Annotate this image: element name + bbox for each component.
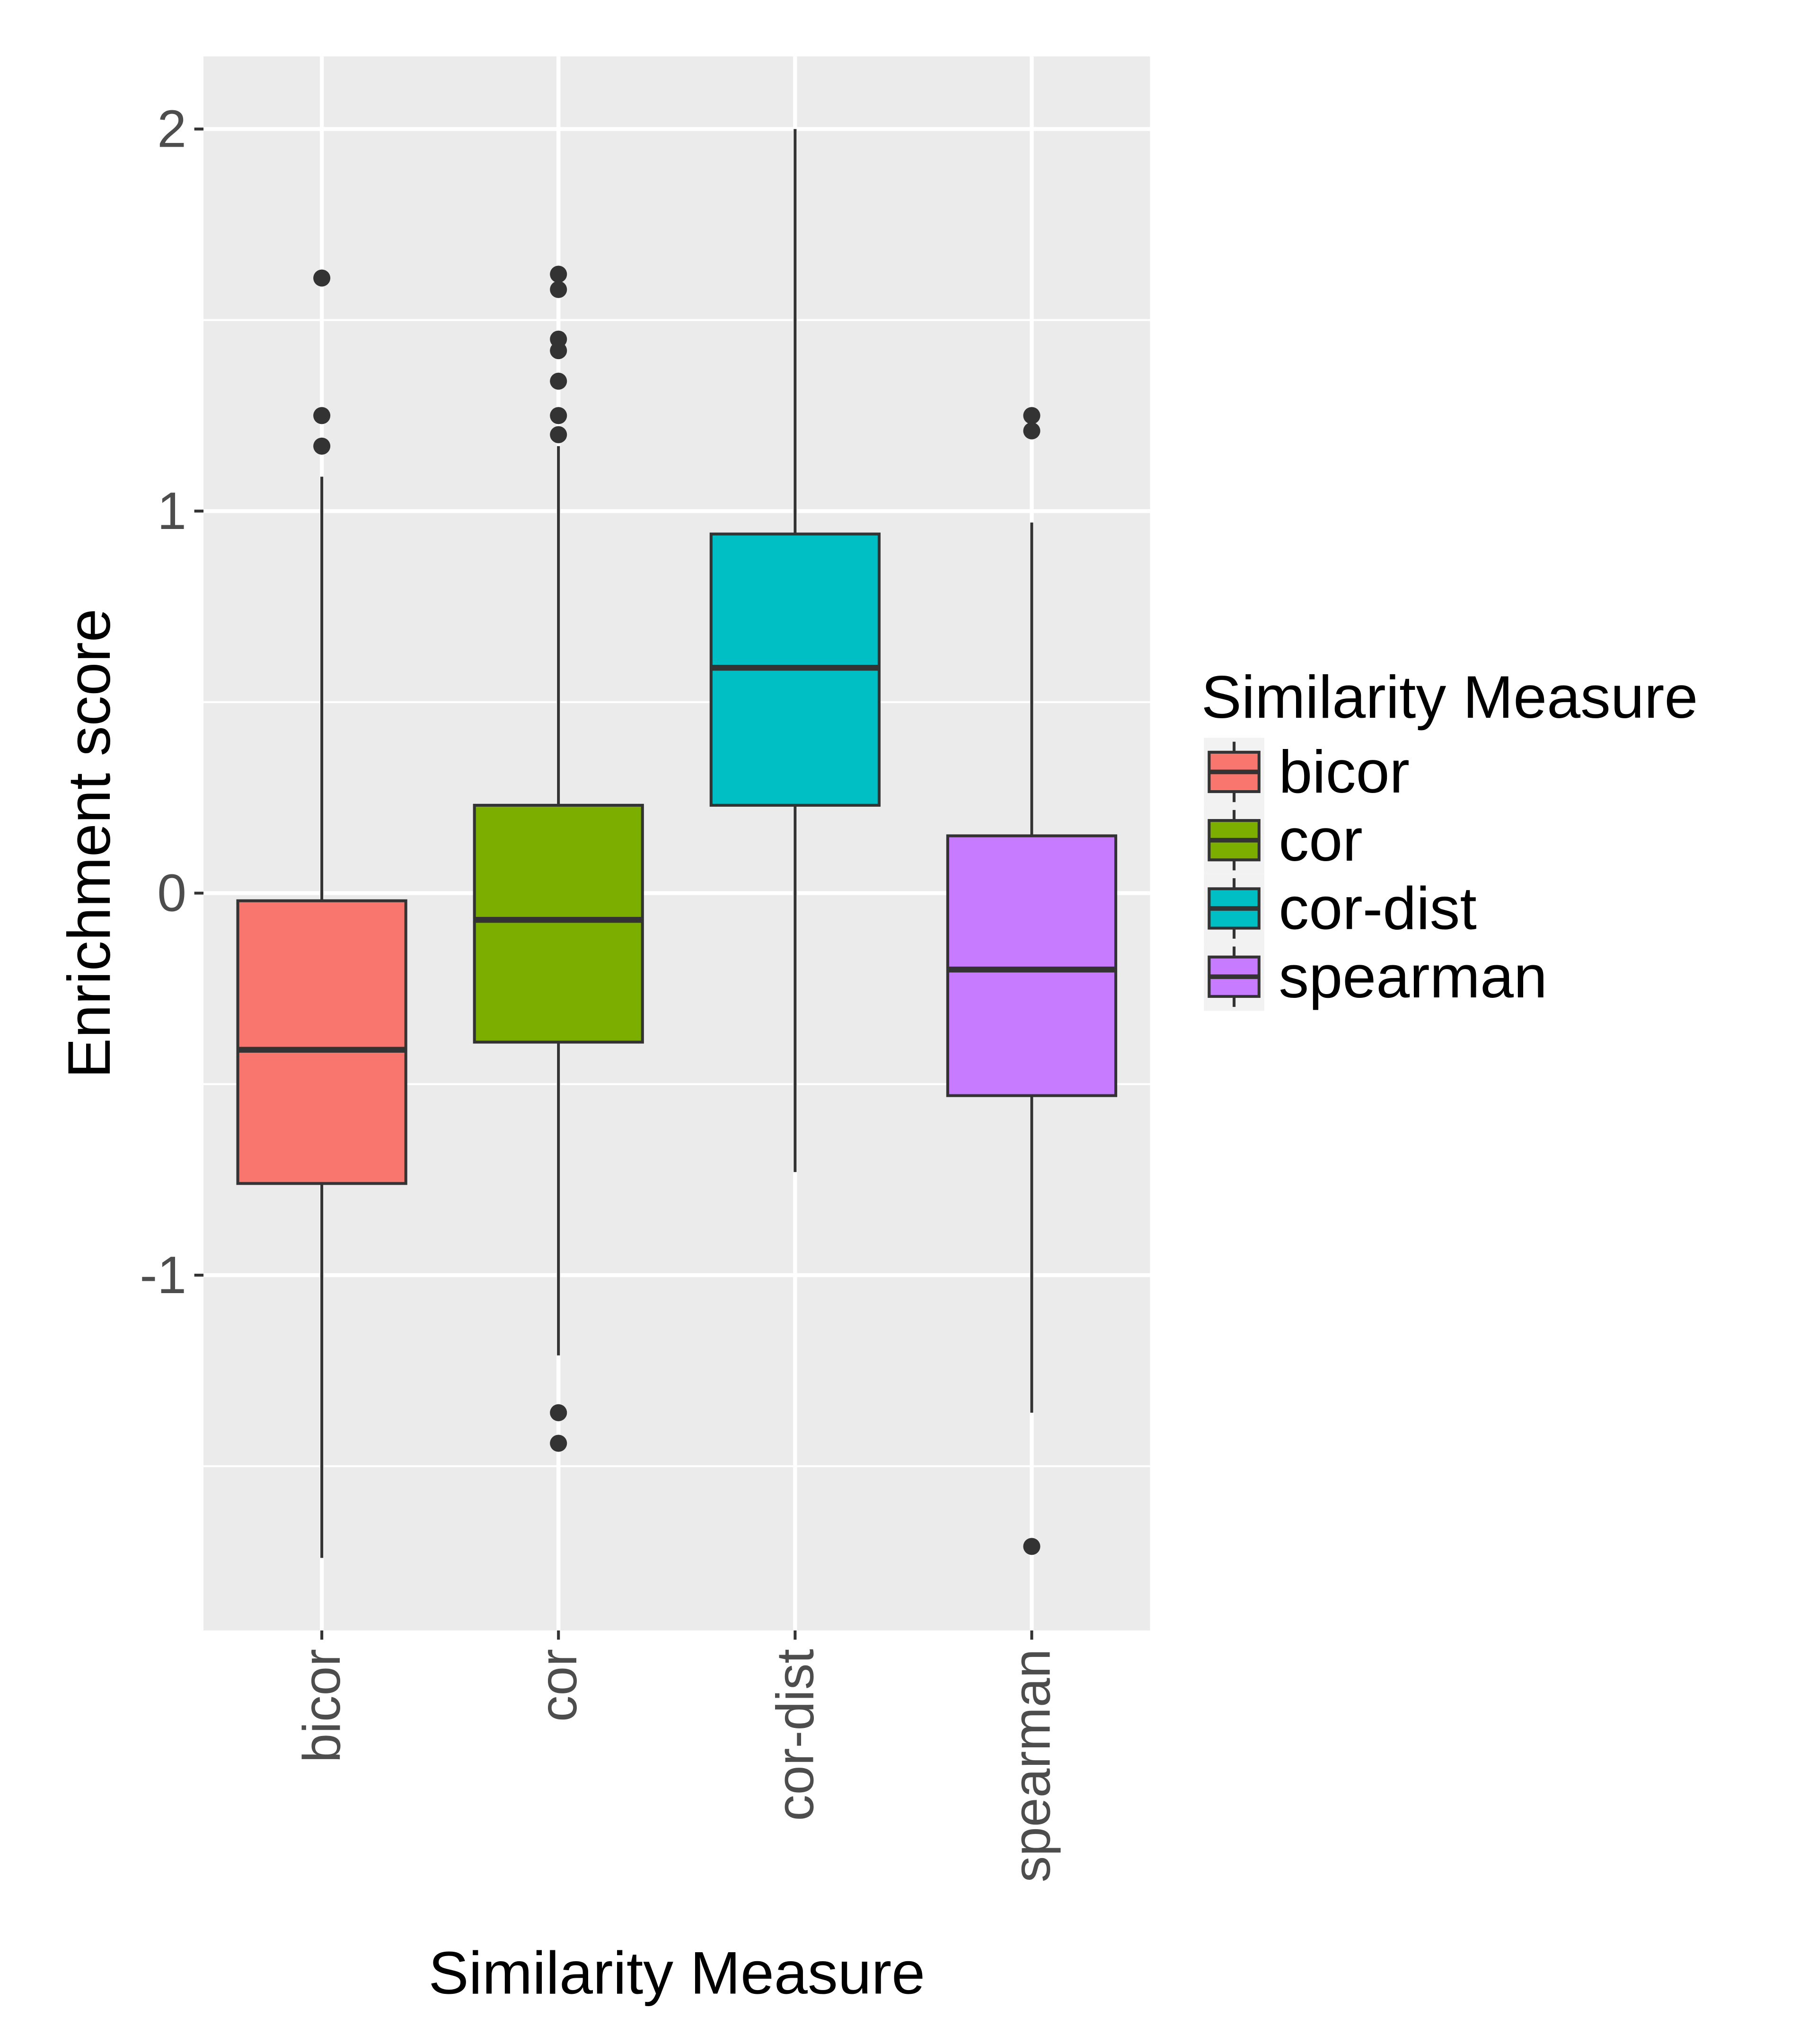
y-tick-label-2: 1	[157, 482, 186, 540]
legend-label-bicor: bicor	[1279, 738, 1410, 806]
outlier-cor-5	[550, 407, 567, 424]
outlier-cor-0	[550, 265, 567, 283]
box-body-bicor	[236, 899, 407, 1185]
legend-label-spearman: spearman	[1279, 943, 1547, 1011]
y-tick-label-3: 2	[157, 100, 186, 159]
legend-title: Similarity Measure	[1201, 663, 1698, 731]
outlier-cor-7	[550, 1404, 567, 1421]
x-tick-label-cor: cor	[529, 1649, 588, 1722]
box-body-spearman	[946, 834, 1118, 1097]
box-bicor	[236, 269, 407, 1558]
outlier-spearman-0	[1023, 407, 1041, 424]
outlier-cor-8	[550, 1435, 567, 1452]
outlier-cor-1	[550, 281, 567, 298]
legend-label-cor-dist: cor-dist	[1279, 875, 1476, 943]
x-tick-label-cor-dist: cor-dist	[766, 1649, 824, 1821]
legend-label-cor: cor	[1279, 806, 1362, 874]
y-tick-label-1: 0	[157, 864, 186, 923]
box-cor	[473, 265, 644, 1452]
legend: Similarity Measure bicorcorcor-distspear…	[1201, 663, 1698, 1011]
legend-item-spearman: spearman	[1204, 943, 1547, 1011]
outlier-spearman-2	[1023, 1538, 1041, 1555]
outlier-spearman-1	[1023, 422, 1041, 440]
legend-item-cor: cor	[1204, 806, 1363, 874]
y-tick-label-0: -1	[140, 1246, 186, 1304]
outlier-cor-3	[550, 342, 567, 360]
outlier-cor-4	[550, 372, 567, 390]
y-axis-title: Enrichment score	[55, 608, 123, 1078]
outlier-bicor-1	[313, 407, 331, 424]
x-tick-label-bicor: bicor	[292, 1649, 351, 1763]
box-cor-dist	[709, 129, 881, 1172]
box-body-cor	[473, 803, 644, 1044]
legend-item-cor-dist: cor-dist	[1204, 874, 1477, 943]
boxes-layer	[236, 129, 1118, 1558]
x-axis: bicor cor cor-dist spearman	[292, 1630, 1061, 1882]
x-axis-title: Similarity Measure	[428, 1939, 925, 2007]
legend-item-bicor: bicor	[1204, 738, 1410, 806]
outlier-bicor-0	[313, 269, 331, 287]
outlier-bicor-2	[313, 437, 331, 455]
outlier-cor-6	[550, 426, 567, 443]
box-spearman	[946, 407, 1118, 1555]
x-tick-label-spearman: spearman	[1002, 1649, 1061, 1882]
y-axis: -1 0 1 2	[140, 100, 204, 1304]
